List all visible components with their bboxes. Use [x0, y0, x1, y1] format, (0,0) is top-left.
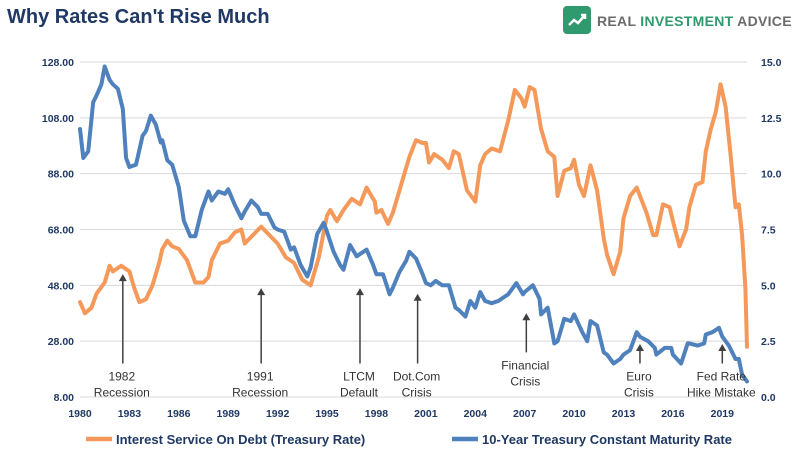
x-tick-label: 2019: [711, 408, 735, 420]
y-left-tick-label: 88.00: [48, 169, 74, 181]
brand-name-part1: REAL: [597, 13, 641, 29]
y-left-tick-label: 128.00: [42, 57, 74, 69]
chart-badge-icon: [563, 6, 591, 34]
y-right-tick-label: 12.5: [761, 113, 782, 125]
y-right-tick-label: 15.0: [761, 57, 782, 69]
legend-label: Interest Service On Debt (Treasury Rate): [116, 432, 365, 447]
x-tick-label: 1980: [68, 408, 92, 420]
brand-name-part3: ADVICE: [733, 13, 792, 29]
page-title: Why Rates Can't Rise Much: [7, 6, 270, 28]
brand-name-part2: INVESTMENT: [640, 13, 734, 29]
brand-name: REAL INVESTMENT ADVICE: [597, 13, 792, 29]
brand-logo: REAL INVESTMENT ADVICE: [563, 6, 803, 36]
x-tick-label: 2013: [612, 408, 636, 420]
annotation-label: LTCM: [343, 370, 375, 384]
series-lines: [78, 64, 749, 384]
y-left-tick-label: 28.00: [48, 336, 74, 348]
annotations: 1982 Recession 1991 Recession LTCM Default Dot…: [94, 274, 756, 400]
y-right-tick-label: 0.0: [761, 392, 776, 404]
x-tick-label: 1992: [266, 408, 290, 420]
y-left-tick-label: 48.00: [48, 280, 74, 292]
x-tick-label: 1989: [217, 408, 241, 420]
x-tick-label: 2001: [414, 408, 438, 420]
x-tick-label: 1998: [365, 408, 389, 420]
y-right-tick-label: 2.5: [761, 336, 776, 348]
left-axis-ticks: 8.00 28.00 48.00 68.00 88.00 108.00 128.00: [42, 57, 74, 404]
annotation-arrowhead: [118, 274, 127, 282]
y-left-tick-label: 8.00: [54, 392, 75, 404]
gridlines: [80, 61, 747, 398]
annotation-label: Dot.Com: [393, 370, 440, 384]
annotation-label: Recession: [94, 386, 150, 400]
annotation-label: Crisis: [624, 386, 654, 400]
y-left-tick-label: 68.00: [48, 225, 74, 237]
annotation-label: 1991: [247, 370, 274, 384]
x-tick-label: 2010: [562, 408, 586, 420]
x-axis-ticks: 1980 1983 1986 1989 1992 1995 1998 2001 2004 2007…: [68, 408, 734, 420]
annotation-arrowhead: [718, 343, 727, 351]
annotation-label: Euro: [626, 370, 652, 384]
treasury-rate-line: [78, 64, 749, 384]
x-tick-label: 1983: [118, 408, 142, 420]
annotation-label: Crisis: [402, 386, 432, 400]
y-left-tick-label: 108.00: [42, 113, 74, 125]
annotation-label: Recession: [232, 386, 288, 400]
x-tick-label: 2007: [513, 408, 537, 420]
annotation-label: Default: [340, 386, 379, 400]
annotation-label: 1982: [108, 370, 135, 384]
y-right-tick-label: 5.0: [761, 280, 776, 292]
legend: Interest Service On Debt (Treasury Rate)…: [86, 432, 732, 447]
y-right-tick-label: 10.0: [761, 169, 782, 181]
annotation-arrowhead: [257, 288, 266, 296]
legend-label: 10-Year Treasury Constant Maturity Rate: [482, 432, 732, 447]
annotation-arrowhead: [355, 288, 364, 296]
x-tick-label: 2016: [661, 408, 685, 420]
annotation-label: Hike Mistake: [687, 386, 756, 400]
annotation-arrowhead: [635, 343, 644, 351]
right-axis-ticks: 0.0 2.5 5.0 7.5 10.0 12.5 15.0: [761, 57, 782, 404]
x-tick-label: 2004: [464, 408, 488, 420]
annotation-arrowhead: [413, 293, 422, 301]
x-tick-label: 1986: [167, 408, 191, 420]
interest-service-line: [78, 82, 749, 349]
annotation-label: Crisis: [510, 374, 540, 388]
x-tick-label: 1995: [315, 408, 339, 420]
y-right-tick-label: 7.5: [761, 225, 776, 237]
annotation-arrowhead: [522, 313, 531, 321]
annotation-label: Fed Rate: [697, 370, 747, 384]
annotation-label: Financial: [501, 358, 549, 372]
